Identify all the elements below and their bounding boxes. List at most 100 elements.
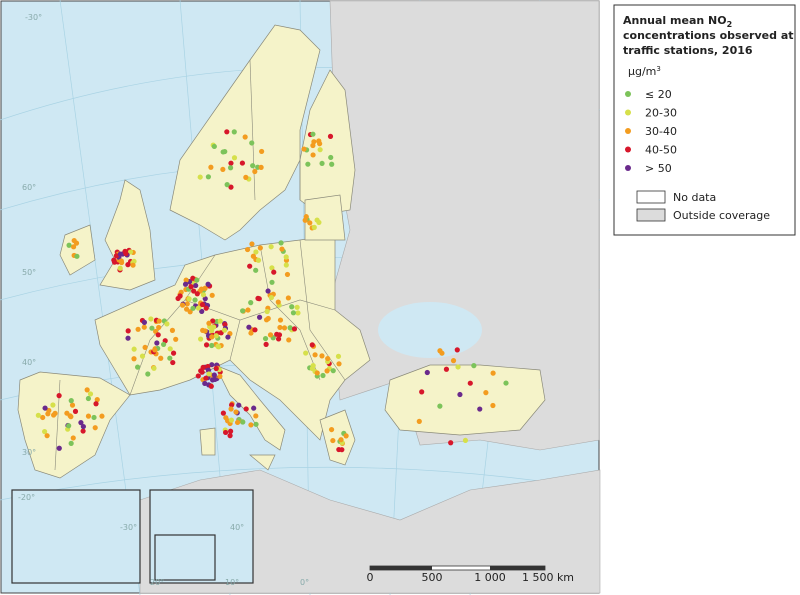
station <box>190 275 196 281</box>
legend-title-line: traffic stations, 2016 <box>623 44 753 57</box>
station <box>173 336 179 342</box>
scale-label: 1 500 km <box>522 571 574 584</box>
station <box>35 412 41 418</box>
station <box>248 422 254 428</box>
legend-label: No data <box>673 191 716 204</box>
station <box>125 328 131 334</box>
station <box>211 324 217 330</box>
scale-bar: 0 500 1 000 1 500 km <box>367 565 574 584</box>
black-sea <box>378 302 482 358</box>
station <box>228 417 234 423</box>
station <box>262 335 269 342</box>
station <box>250 253 256 259</box>
station <box>200 364 206 371</box>
station <box>457 391 463 398</box>
station <box>294 304 300 310</box>
station <box>72 408 79 414</box>
station <box>275 336 282 342</box>
station <box>42 428 48 435</box>
station <box>265 288 271 294</box>
station <box>324 368 330 374</box>
station <box>259 148 265 155</box>
station <box>291 326 298 332</box>
graticule-label: 40° <box>22 358 36 367</box>
station <box>228 402 235 408</box>
legend-label: 30-40 <box>645 125 677 138</box>
station <box>42 405 48 411</box>
station <box>244 246 251 253</box>
station <box>206 320 212 326</box>
legend-label: > 50 <box>645 162 672 175</box>
station <box>325 355 331 362</box>
legend-label: ≤ 20 <box>645 88 672 101</box>
graticule-labels: -30° 60° 50° 40° 30° 20° 10° 0° -20° -30… <box>18 13 309 587</box>
outside-coverage <box>139 469 601 594</box>
station <box>222 148 228 155</box>
graticule-label: 60° <box>22 183 36 192</box>
station <box>194 277 200 283</box>
legend-swatch <box>625 91 631 97</box>
graticule-label: 10° <box>225 578 239 587</box>
station <box>268 244 274 250</box>
station <box>228 184 234 190</box>
graticule-label: 20° <box>150 578 164 587</box>
station <box>246 324 252 330</box>
station <box>202 296 208 302</box>
station <box>195 373 201 379</box>
station <box>448 440 454 446</box>
station <box>278 240 284 246</box>
station <box>303 350 309 356</box>
scale-label: 1 000 <box>474 571 506 584</box>
station <box>199 301 206 308</box>
station <box>209 292 215 298</box>
legend: Annual mean NO2 concentrations observed … <box>613 4 796 236</box>
station <box>289 304 295 310</box>
station <box>117 265 123 271</box>
station <box>305 161 311 167</box>
station <box>283 262 289 268</box>
station <box>40 414 46 421</box>
station <box>125 335 131 341</box>
station <box>213 365 219 372</box>
station <box>87 391 94 397</box>
legend-title-sub: 2 <box>727 20 733 29</box>
station <box>231 129 237 135</box>
station <box>335 353 342 359</box>
station <box>167 346 173 352</box>
station <box>68 440 74 446</box>
station <box>164 321 170 327</box>
station <box>195 305 202 311</box>
station <box>154 340 160 346</box>
station <box>197 174 203 180</box>
station <box>203 375 209 381</box>
station <box>158 355 164 361</box>
station <box>56 445 62 451</box>
station <box>286 337 292 343</box>
station <box>94 397 100 403</box>
station <box>483 390 489 396</box>
station <box>44 433 50 439</box>
scale-label: 0 <box>367 571 374 584</box>
station <box>190 305 196 311</box>
legend-label: Outside coverage <box>673 209 770 222</box>
station <box>467 380 473 386</box>
station <box>209 342 215 349</box>
station <box>312 352 318 358</box>
graticule-label: 30° <box>22 448 36 457</box>
station <box>217 318 223 324</box>
graticule-label: -20° <box>18 493 35 502</box>
graticule-label: -30° <box>120 523 137 532</box>
legend-label: 40-50 <box>645 144 677 157</box>
station <box>416 418 422 424</box>
station <box>131 356 137 362</box>
station <box>277 324 283 331</box>
station <box>328 154 334 161</box>
station <box>177 293 183 299</box>
station <box>490 370 496 376</box>
station <box>343 433 349 439</box>
station <box>437 403 443 409</box>
station <box>269 265 275 271</box>
station <box>240 308 246 314</box>
station <box>192 297 198 303</box>
station <box>193 282 199 289</box>
